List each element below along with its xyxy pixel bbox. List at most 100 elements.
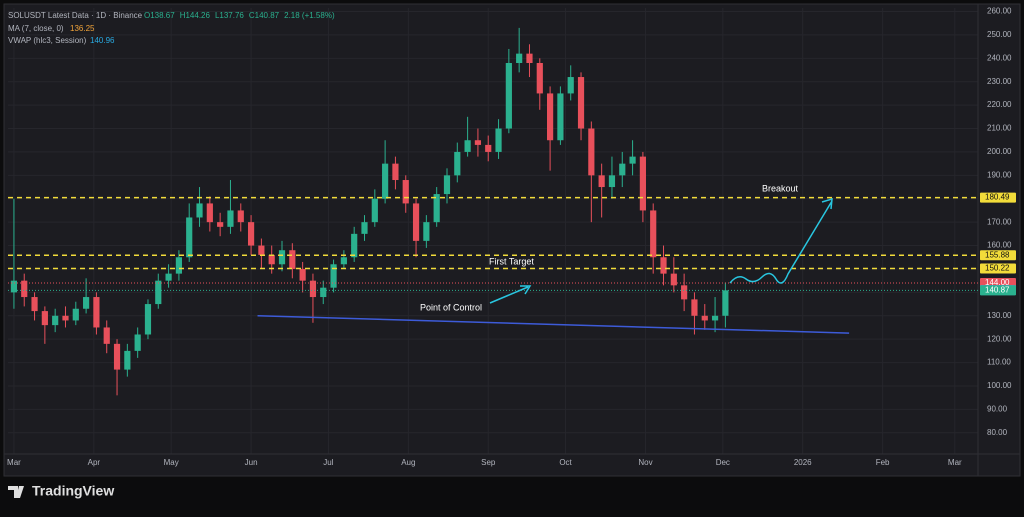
candle-body bbox=[278, 250, 286, 265]
x-tick-label: 2026 bbox=[794, 458, 812, 467]
candle-body bbox=[113, 343, 121, 370]
x-tick-label: Jun bbox=[245, 458, 258, 467]
ohlc-value: L137.76 bbox=[215, 11, 244, 20]
ma-label: MA (7, close, 0) bbox=[8, 24, 64, 33]
candle-body bbox=[557, 93, 564, 141]
y-tick-label: 90.00 bbox=[987, 404, 1008, 413]
candle-body bbox=[629, 156, 636, 164]
arrow bbox=[489, 285, 532, 304]
candle-body bbox=[608, 175, 616, 188]
candle-body bbox=[650, 210, 657, 258]
vwap-label: VWAP (hlc3, Session) bbox=[8, 36, 87, 45]
candle-body bbox=[392, 163, 399, 181]
candle-body bbox=[547, 93, 554, 141]
footer-logo: TradingView bbox=[32, 483, 114, 499]
x-tick-label: Apr bbox=[88, 458, 101, 467]
y-tick-label: 120.00 bbox=[987, 334, 1012, 343]
candle-body bbox=[711, 315, 719, 321]
level-tag bbox=[980, 285, 1016, 296]
candle-body bbox=[237, 210, 244, 223]
level-label: 155.88 bbox=[985, 250, 1010, 259]
y-tick-label: 260.00 bbox=[987, 7, 1012, 16]
candle-body bbox=[165, 273, 172, 281]
y-tick-label: 250.00 bbox=[987, 30, 1012, 39]
candle-body bbox=[124, 350, 131, 370]
candle-body bbox=[567, 77, 574, 94]
candle-body bbox=[247, 222, 255, 246]
candle-body bbox=[660, 257, 667, 274]
y-tick-label: 200.00 bbox=[987, 147, 1012, 156]
x-tick-label: Mar bbox=[7, 458, 21, 467]
ma-value: 136.25 bbox=[70, 24, 95, 33]
candle-body bbox=[289, 250, 296, 269]
ohlc-value: C140.87 bbox=[249, 11, 280, 20]
candle-body bbox=[155, 280, 162, 305]
y-tick-label: 100.00 bbox=[987, 381, 1012, 390]
vwap-value: 140.96 bbox=[90, 36, 115, 45]
candle-body bbox=[258, 245, 265, 255]
y-tick-label: 130.00 bbox=[987, 311, 1012, 320]
candle-body bbox=[62, 315, 69, 321]
candle-body bbox=[443, 175, 451, 195]
candle-body bbox=[454, 151, 461, 176]
ohlc-value: H144.26 bbox=[180, 11, 211, 20]
candle-body bbox=[598, 175, 605, 188]
level-label: 180.49 bbox=[985, 193, 1010, 202]
candle-body bbox=[41, 311, 48, 326]
x-tick-label: Mar bbox=[948, 458, 962, 467]
candle-body bbox=[670, 273, 677, 286]
level-label: 144.00 bbox=[985, 278, 1010, 287]
candle-body bbox=[495, 128, 502, 152]
candle-body bbox=[485, 144, 492, 152]
annotation: Breakout bbox=[762, 183, 799, 193]
candle-body bbox=[423, 222, 430, 241]
candle-body bbox=[361, 222, 368, 234]
candle-body bbox=[701, 315, 708, 321]
candle-body bbox=[93, 297, 100, 328]
candle-body bbox=[31, 297, 38, 312]
candle-body bbox=[681, 285, 688, 300]
candle-body bbox=[186, 217, 193, 258]
candle-body bbox=[144, 304, 152, 335]
candle-body bbox=[134, 334, 141, 351]
logo-icon bbox=[8, 486, 24, 498]
level-tag bbox=[980, 250, 1016, 261]
ohlc-value: O138.67 bbox=[144, 11, 175, 20]
x-tick-label: Feb bbox=[876, 458, 890, 467]
candle-body bbox=[412, 203, 420, 241]
candle-body bbox=[464, 140, 471, 152]
x-tick-label: Jul bbox=[323, 458, 333, 467]
candle-body bbox=[536, 63, 543, 94]
candle-body bbox=[619, 163, 626, 176]
candle-body bbox=[516, 53, 523, 63]
level-tag bbox=[980, 192, 1016, 203]
candle-body bbox=[588, 128, 595, 176]
y-tick-label: 240.00 bbox=[987, 53, 1012, 62]
candle-body bbox=[320, 287, 327, 298]
candle-body bbox=[227, 210, 234, 227]
plot: 80.0090.00100.00110.00120.00130.00140.00… bbox=[4, 4, 1020, 476]
symbol: SOLUSDT Latest Data · 1D · Binance bbox=[8, 11, 143, 20]
candle-body bbox=[577, 77, 585, 129]
chart-frame bbox=[3, 3, 1021, 477]
candle-body bbox=[330, 264, 337, 288]
candle-body bbox=[175, 257, 182, 274]
arrows bbox=[489, 197, 833, 304]
candle-body bbox=[340, 257, 347, 265]
candle-body bbox=[402, 180, 409, 204]
y-tick-label: 230.00 bbox=[987, 77, 1012, 86]
x-tick-label: Dec bbox=[716, 458, 730, 467]
y-tick-label: 110.00 bbox=[987, 358, 1011, 367]
trendline bbox=[257, 315, 850, 334]
candle-body bbox=[83, 297, 90, 309]
candle-body bbox=[217, 222, 224, 227]
candle-body bbox=[505, 63, 512, 129]
candle-body bbox=[382, 163, 389, 199]
candle-body bbox=[206, 203, 213, 223]
y-tick-label: 170.00 bbox=[987, 217, 1012, 226]
candle-body bbox=[196, 203, 203, 218]
candle-body bbox=[21, 280, 28, 298]
candle-body bbox=[722, 290, 729, 316]
annotation: Point of Control bbox=[420, 302, 482, 312]
